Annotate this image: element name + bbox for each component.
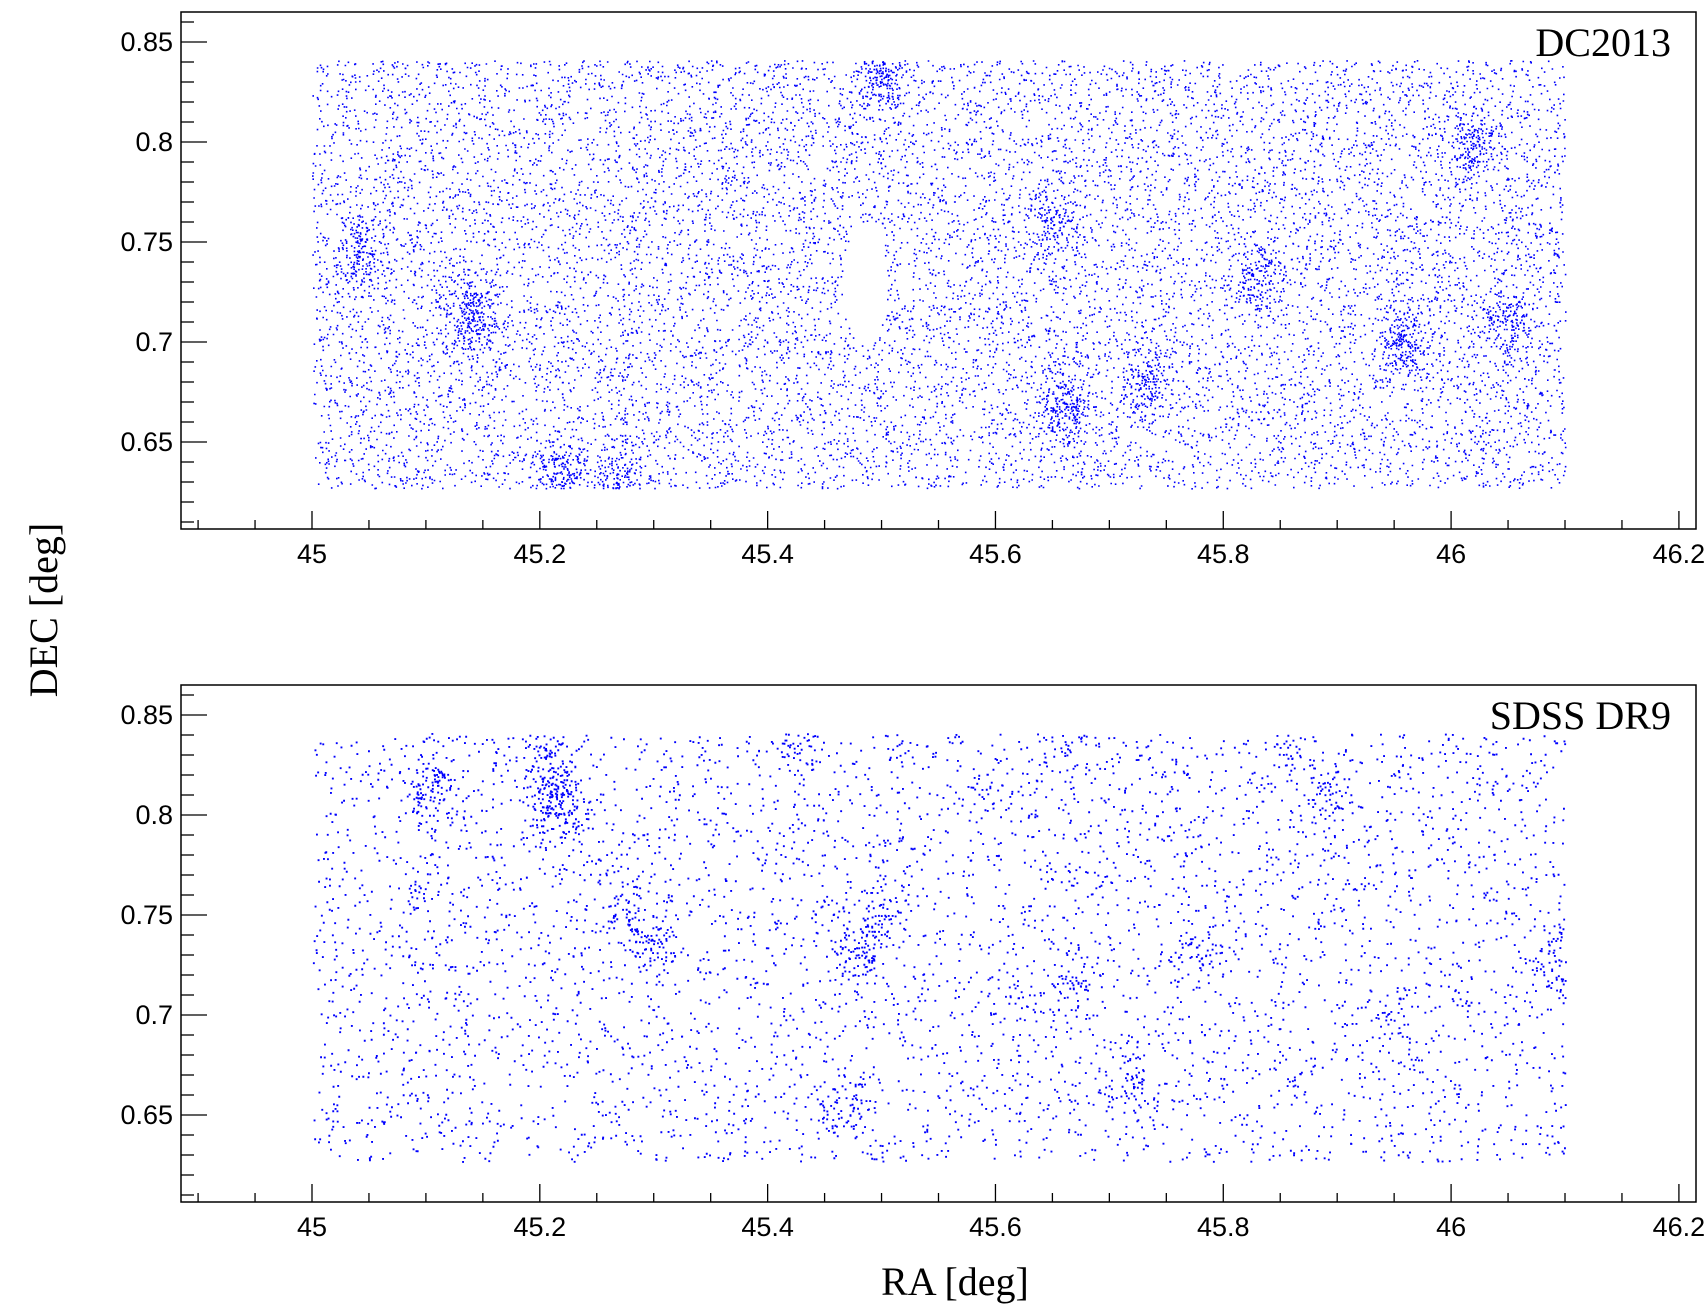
x-tick-label: 45 — [297, 539, 327, 569]
x-tick-label: 46.2 — [1653, 539, 1704, 569]
x-tick-label: 45.4 — [741, 1212, 794, 1242]
x-axis-label: RA [deg] — [881, 1259, 1029, 1304]
scatter-panel-dc2013: 45 45.2 45.4 45.6 45.8 46 46.2 0.65 0.7 0.75 0.8 0.… — [120, 11, 1704, 569]
x-tick-label: 45.6 — [969, 539, 1022, 569]
y-tick-label: 0.8 — [135, 127, 173, 157]
y-axis-label: DEC [deg] — [21, 523, 66, 697]
scatter-panel-sdss-dr9: 45 45.2 45.4 45.6 45.8 46 46.2 0.65 0.7 0.75 0.8 0.… — [120, 684, 1704, 1242]
y-tick-label: 0.7 — [135, 1000, 173, 1030]
y-tick-label: 0.85 — [120, 27, 173, 57]
y-tick-label: 0.85 — [120, 700, 173, 730]
x-tick-label: 45.8 — [1197, 1212, 1250, 1242]
axis-tick-labels: 45 45.2 45.4 45.6 45.8 46 46.2 0.65 0.7 0.75 0.8 0.… — [120, 27, 1704, 569]
x-tick-label: 45.4 — [741, 539, 794, 569]
x-tick-label: 45.2 — [514, 539, 567, 569]
scatter-point-cloud — [312, 733, 1567, 1163]
plot-frame — [180, 11, 1697, 530]
y-tick-label: 0.8 — [135, 800, 173, 830]
scatter-points — [312, 60, 1567, 490]
y-tick-label: 0.65 — [120, 427, 173, 457]
y-tick-label: 0.7 — [135, 327, 173, 357]
panel-title: DC2013 — [1535, 20, 1671, 65]
x-tick-label: 46 — [1436, 539, 1466, 569]
scatter-point-cloud — [312, 60, 1567, 490]
x-tick-label: 45.8 — [1197, 539, 1250, 569]
panel-title: SDSS DR9 — [1490, 693, 1671, 738]
scatter-points — [312, 733, 1567, 1163]
y-tick-label: 0.65 — [120, 1100, 173, 1130]
axis-tick-labels: 45 45.2 45.4 45.6 45.8 46 46.2 0.65 0.7 0.75 0.8 0.… — [120, 700, 1704, 1242]
y-tick-label: 0.75 — [120, 900, 173, 930]
x-tick-label: 45.6 — [969, 1212, 1022, 1242]
x-tick-label: 46 — [1436, 1212, 1466, 1242]
y-tick-label: 0.75 — [120, 227, 173, 257]
x-tick-label: 46.2 — [1653, 1212, 1704, 1242]
x-tick-label: 45.2 — [514, 1212, 567, 1242]
axis-ticks — [181, 21, 1680, 529]
x-tick-label: 45 — [297, 1212, 327, 1242]
plot-frame — [180, 684, 1697, 1203]
axis-ticks — [181, 694, 1680, 1202]
